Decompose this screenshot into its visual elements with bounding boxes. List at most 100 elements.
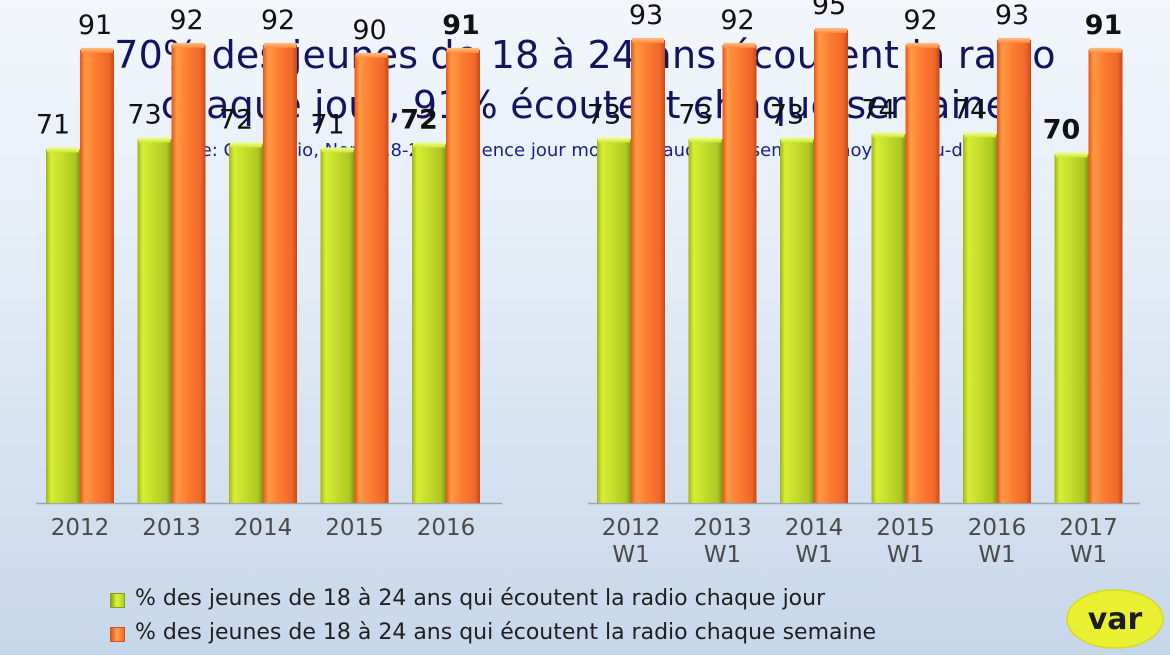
value-label-daily-g1-4: 72 (400, 104, 438, 135)
bar-daily-g2-2-cap (781, 137, 813, 143)
value-label-weekly-g2-1: 92 (720, 5, 754, 36)
bar-weekly-g2-4 (997, 37, 1031, 504)
value-label-weekly-g1-1: 92 (169, 5, 203, 36)
x-tick-label-g2-5-line2: W1 (1070, 542, 1107, 568)
x-tick-label-g1-1-line1: 2013 (142, 515, 201, 541)
bar-daily-g2-2-body (780, 139, 814, 503)
x-tick-label-g2-4-line2: W1 (978, 542, 1015, 568)
value-label-daily-g1-2: 72 (219, 104, 253, 135)
bar-weekly-g1-0-body (80, 49, 114, 503)
bar-weekly-g2-0-body (631, 39, 665, 504)
value-label-weekly-g1-4: 91 (442, 10, 480, 41)
bar-chart: 71 91 2012 73 92 2013 72 92 2014 71 90 2015 72 91 2016… (36, 0, 1140, 568)
x-tick-label-g2-4-line1: 2016 (968, 515, 1027, 541)
bar-weekly-g1-4 (446, 47, 480, 503)
x-tick-label-g2-1-line1: 2013 (693, 515, 752, 541)
bars-layer (46, 27, 1123, 504)
bar-daily-g2-0-cap (598, 137, 630, 143)
bar-daily-g2-4-cap (964, 132, 996, 138)
value-label-daily-g2-2: 73 (770, 99, 804, 130)
bar-weekly-g2-3-cap (906, 42, 939, 48)
bar-daily-g2-0 (597, 137, 631, 503)
legend: % des jeunes de 18 à 24 ans qui écoutent… (110, 582, 876, 650)
bar-daily-g2-2 (780, 137, 814, 503)
value-label-weekly-g2-5: 91 (1085, 10, 1123, 41)
bar-daily-g1-3 (320, 147, 355, 504)
labels-layer: 71 91 2012 73 92 2013 72 92 2014 71 90 2015 72 91 2016… (36, 0, 1122, 568)
bar-daily-g1-4-body (412, 144, 446, 503)
bar-daily-g2-0-body (597, 139, 631, 503)
bar-weekly-g1-4-cap (447, 47, 479, 53)
bar-daily-g2-3-cap (872, 132, 905, 138)
bar-daily-g2-5-cap (1055, 152, 1088, 158)
bar-weekly-g1-1-cap (172, 42, 205, 48)
value-label-daily-g2-3: 74 (861, 94, 895, 125)
bar-weekly-g1-0 (80, 47, 114, 503)
bar-daily-g2-3-body (871, 134, 906, 504)
value-label-daily-g2-4: 74 (953, 94, 987, 125)
bar-daily-g2-5 (1054, 152, 1089, 503)
bar-weekly-g2-4-cap (998, 37, 1030, 43)
bar-weekly-g2-4-body (997, 39, 1031, 504)
bar-weekly-g2-3 (905, 42, 940, 504)
bar-daily-g2-3 (871, 132, 906, 504)
bar-daily-g2-4-body (963, 134, 997, 504)
bar-weekly-g1-1-body (171, 44, 206, 504)
bar-daily-g1-3-body (320, 149, 355, 504)
bar-weekly-g2-2 (814, 27, 848, 504)
bar-weekly-g1-2 (263, 42, 297, 504)
value-label-daily-g1-1: 73 (127, 99, 161, 130)
value-label-weekly-g2-2: 95 (812, 0, 846, 21)
x-tick-label-g1-0-line1: 2012 (51, 515, 110, 541)
bar-weekly-g2-1 (722, 42, 757, 504)
bar-weekly-g2-2-body (814, 29, 848, 504)
value-label-weekly-g2-3: 92 (903, 5, 937, 36)
bar-weekly-g2-0 (631, 37, 665, 504)
x-tick-label-g2-0-line1: 2012 (602, 515, 661, 541)
bar-daily-g1-2 (229, 142, 263, 503)
bar-weekly-g1-0-cap (81, 47, 113, 53)
x-tick-label-g2-1-line2: W1 (704, 542, 741, 568)
bar-weekly-g2-2-cap (815, 27, 847, 33)
legend-swatch-green (110, 592, 125, 608)
legend-label-weekly: % des jeunes de 18 à 24 ans qui écoutent… (135, 620, 877, 645)
bar-weekly-g2-5 (1088, 47, 1123, 503)
bar-weekly-g2-5-cap (1089, 47, 1122, 53)
value-label-weekly-g1-3: 90 (352, 15, 386, 46)
value-label-daily-g1-3: 71 (310, 109, 344, 140)
bar-daily-g1-0 (46, 147, 80, 504)
value-label-weekly-g1-0: 91 (78, 10, 112, 41)
bar-daily-g1-1 (137, 137, 172, 503)
x-tick-label-g2-2-line1: 2014 (785, 515, 844, 541)
x-tick-label-g1-4-line1: 2016 (417, 515, 476, 541)
bar-weekly-g2-1-body (722, 44, 757, 504)
bar-weekly-g2-5-body (1088, 49, 1123, 503)
var-logo: var (1066, 589, 1164, 649)
bar-daily-g1-1-body (137, 139, 172, 503)
x-tick-label-g1-2-line1: 2014 (234, 515, 293, 541)
bar-daily-g1-1-cap (138, 137, 171, 143)
value-label-daily-g2-1: 73 (678, 99, 712, 130)
bar-daily-g1-2-body (229, 144, 263, 503)
value-label-daily-g2-5: 70 (1043, 114, 1081, 145)
value-label-weekly-g2-0: 93 (629, 0, 663, 31)
bar-weekly-g1-2-body (263, 44, 297, 504)
x-tick-label-g2-3-line2: W1 (887, 542, 924, 568)
bar-daily-g2-1-body (688, 139, 723, 503)
bar-weekly-g2-0-cap (632, 37, 664, 43)
chart-title-line-2: chaque jour, 91% écoutent chaque semaine (160, 83, 1010, 127)
legend-item-weekly: % des jeunes de 18 à 24 ans qui écoutent… (110, 616, 876, 650)
bar-weekly-g1-4-body (446, 49, 480, 503)
value-label-daily-g2-0: 73 (587, 99, 621, 130)
bar-daily-g2-5-body (1054, 154, 1089, 503)
logo-badge (1066, 589, 1164, 649)
legend-label-daily: % des jeunes de 18 à 24 ans qui écoutent… (135, 586, 826, 611)
x-tick-label-g2-3-line1: 2015 (876, 515, 935, 541)
bar-daily-g1-3-cap (321, 147, 354, 153)
bar-weekly-g1-3-body (354, 54, 389, 504)
bar-daily-g1-0-body (46, 149, 80, 504)
legend-item-daily: % des jeunes de 18 à 24 ans qui écoutent… (110, 582, 876, 616)
bar-daily-g1-4 (412, 142, 446, 503)
legend-swatch-orange (110, 626, 125, 642)
logo-text: var (1088, 602, 1143, 637)
